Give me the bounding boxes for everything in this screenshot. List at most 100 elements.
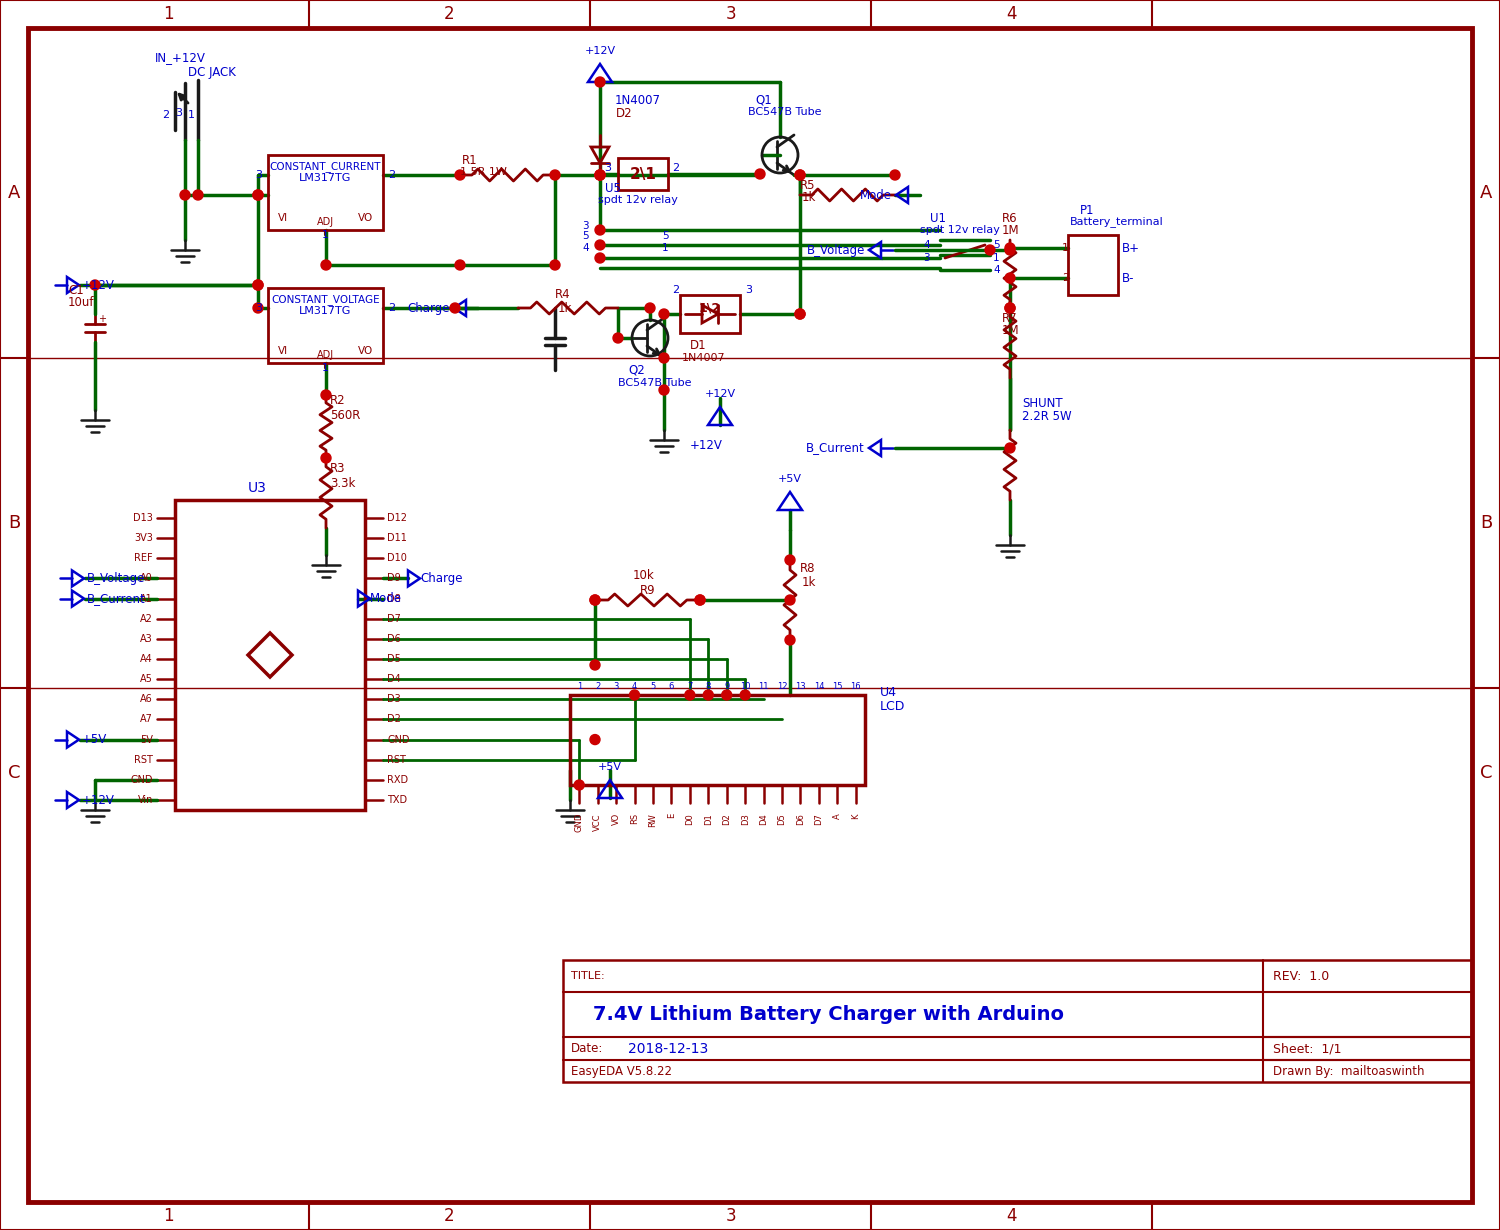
Text: 3: 3 — [922, 253, 930, 263]
Text: 1: 1 — [322, 363, 328, 373]
Bar — [268, 155, 382, 230]
Text: 1M: 1M — [1002, 224, 1020, 236]
Circle shape — [574, 780, 584, 790]
Text: A6: A6 — [141, 694, 153, 705]
Text: D10: D10 — [387, 554, 406, 563]
Text: LM317TG: LM317TG — [300, 306, 351, 316]
Circle shape — [795, 170, 806, 180]
Text: D12: D12 — [387, 513, 406, 523]
Text: RS: RS — [630, 813, 639, 824]
Text: 10: 10 — [740, 681, 750, 691]
Bar — [562, 959, 1472, 1082]
Text: E: E — [668, 813, 676, 818]
Text: 2: 2 — [444, 5, 454, 23]
Text: D3: D3 — [387, 694, 400, 705]
Text: B+: B+ — [1122, 241, 1140, 255]
Text: B_Voltage: B_Voltage — [807, 244, 865, 257]
Text: BC547B Tube: BC547B Tube — [618, 378, 692, 387]
Text: VI: VI — [278, 346, 288, 355]
Text: D1: D1 — [704, 813, 712, 825]
Text: U4: U4 — [880, 685, 897, 699]
Text: +5V: +5V — [82, 733, 108, 747]
Text: R4: R4 — [555, 288, 570, 300]
Text: 16: 16 — [850, 681, 861, 691]
Text: 2: 2 — [444, 1207, 454, 1225]
Bar — [1068, 235, 1118, 295]
Circle shape — [90, 280, 101, 290]
Text: 5: 5 — [651, 681, 656, 691]
Text: Sheet:  1/1: Sheet: 1/1 — [1274, 1043, 1341, 1055]
Text: 9: 9 — [724, 681, 729, 691]
Text: Q1: Q1 — [754, 93, 772, 107]
Circle shape — [596, 170, 604, 180]
Text: 3: 3 — [604, 164, 610, 173]
Text: A1: A1 — [141, 594, 153, 604]
Text: BC547B Tube: BC547B Tube — [748, 107, 822, 117]
Circle shape — [180, 189, 190, 200]
Text: +12V: +12V — [82, 793, 116, 807]
Text: D13: D13 — [134, 513, 153, 523]
Text: 1: 1 — [322, 230, 328, 240]
Text: +12V: +12V — [690, 439, 723, 451]
Circle shape — [1005, 303, 1016, 312]
Text: +5V: +5V — [778, 474, 802, 483]
Text: R1: R1 — [462, 154, 477, 166]
Text: Charge: Charge — [408, 301, 450, 315]
Circle shape — [890, 170, 900, 180]
Bar — [268, 288, 382, 363]
Text: 2: 2 — [596, 681, 600, 691]
Text: +12V: +12V — [585, 46, 615, 57]
Text: TXD: TXD — [387, 795, 406, 804]
Text: EasyEDA V5.8.22: EasyEDA V5.8.22 — [572, 1064, 672, 1077]
Text: 7.4V Lithium Battery Charger with Arduino: 7.4V Lithium Battery Charger with Arduin… — [592, 1005, 1064, 1025]
Text: D4: D4 — [759, 813, 768, 825]
Text: 560R: 560R — [330, 408, 360, 422]
Circle shape — [658, 309, 669, 319]
Text: 5: 5 — [582, 231, 588, 241]
Text: B-: B- — [1122, 272, 1134, 284]
Text: A5: A5 — [140, 674, 153, 684]
Circle shape — [784, 595, 795, 605]
Text: P1: P1 — [1080, 203, 1095, 216]
Text: CONSTANT_VOLTAGE: CONSTANT_VOLTAGE — [272, 294, 380, 305]
Text: D11: D11 — [387, 533, 406, 544]
Text: B_Current: B_Current — [807, 442, 865, 455]
Text: B_Current: B_Current — [87, 592, 146, 605]
Text: +12V: +12V — [705, 389, 735, 399]
Text: D8: D8 — [387, 594, 400, 604]
Text: 2018-12-13: 2018-12-13 — [628, 1042, 708, 1057]
Text: 4: 4 — [1007, 1207, 1017, 1225]
Text: A7: A7 — [140, 715, 153, 724]
Text: LM317TG: LM317TG — [300, 173, 351, 183]
Text: REV:  1.0: REV: 1.0 — [1274, 969, 1329, 983]
Text: 3: 3 — [255, 303, 262, 312]
Circle shape — [795, 170, 806, 180]
Text: D0: D0 — [686, 813, 694, 825]
Text: B: B — [8, 514, 20, 533]
Text: 6: 6 — [669, 681, 674, 691]
Circle shape — [596, 170, 604, 180]
Circle shape — [1005, 273, 1016, 283]
Text: RST: RST — [387, 755, 406, 765]
Circle shape — [596, 253, 604, 263]
Text: A0: A0 — [141, 573, 153, 583]
Text: Date:: Date: — [572, 1043, 603, 1055]
Text: U1: U1 — [930, 212, 946, 225]
Text: 2: 2 — [162, 109, 170, 121]
Text: VO: VO — [612, 813, 621, 825]
Text: 12: 12 — [777, 681, 788, 691]
Text: A2: A2 — [140, 614, 153, 624]
Text: 15: 15 — [833, 681, 843, 691]
Text: 3: 3 — [726, 1207, 736, 1225]
Text: R5: R5 — [800, 178, 816, 192]
Bar — [618, 157, 668, 189]
Circle shape — [694, 595, 705, 605]
Text: spdt 12v relay: spdt 12v relay — [920, 225, 1001, 235]
Text: 2: 2 — [672, 164, 680, 173]
Text: A: A — [833, 813, 842, 819]
Circle shape — [254, 189, 262, 200]
Circle shape — [550, 170, 560, 180]
Text: 4: 4 — [1007, 5, 1017, 23]
Text: 1k: 1k — [802, 191, 816, 203]
Text: 3: 3 — [255, 170, 262, 180]
